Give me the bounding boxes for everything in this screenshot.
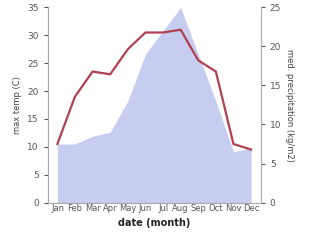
- Y-axis label: max temp (C): max temp (C): [13, 76, 22, 134]
- Y-axis label: med. precipitation (kg/m2): med. precipitation (kg/m2): [285, 49, 294, 161]
- X-axis label: date (month): date (month): [118, 219, 190, 228]
